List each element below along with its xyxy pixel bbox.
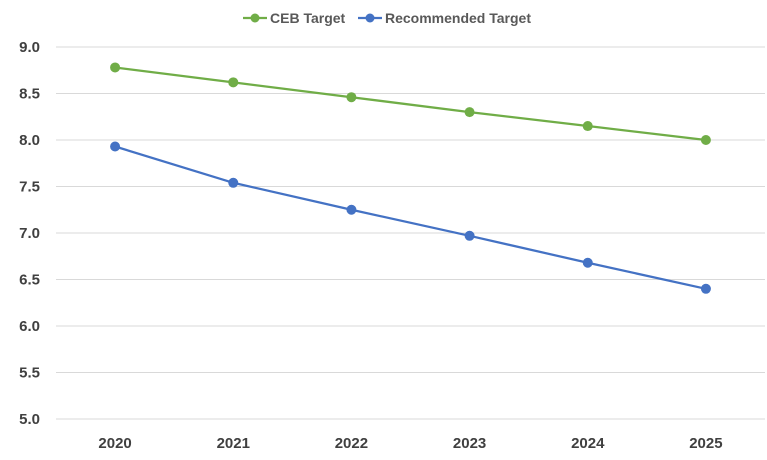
data-point: [464, 230, 475, 241]
data-point: [700, 283, 711, 294]
legend-marker-0: [250, 13, 260, 23]
data-point: [110, 141, 121, 152]
legend-label-0: CEB Target: [270, 10, 346, 26]
y-tick-label: 8.0: [19, 132, 40, 149]
x-tick-label: 2022: [335, 435, 368, 452]
data-point: [346, 204, 357, 215]
data-point: [700, 135, 711, 145]
x-tick-label: 2025: [689, 435, 722, 452]
y-tick-label: 7.5: [19, 179, 40, 196]
x-tick-label: 2020: [98, 435, 131, 452]
legend-label-1: Recommended Target: [385, 10, 531, 26]
data-point: [582, 121, 593, 132]
data-point: [346, 92, 357, 103]
y-tick-label: 9.0: [19, 39, 40, 56]
data-point: [110, 62, 121, 73]
data-point: [464, 107, 475, 118]
y-tick-label: 5.0: [19, 411, 40, 428]
series-line-0: [114, 66, 707, 142]
y-tick-label: 7.0: [19, 225, 40, 242]
y-tick-label: 6.0: [19, 318, 40, 335]
x-tick-label: 2023: [453, 435, 486, 452]
y-tick-label: 8.5: [19, 86, 40, 103]
legend-marker-1: [365, 13, 375, 23]
data-point: [582, 257, 593, 268]
data-point: [228, 77, 239, 88]
data-point: [228, 177, 239, 188]
y-tick-label: 5.5: [19, 365, 40, 382]
x-tick-label: 2024: [571, 435, 605, 452]
series-line-1: [114, 145, 707, 290]
x-tick-label: 2021: [217, 435, 250, 452]
y-tick-label: 6.5: [19, 272, 40, 289]
